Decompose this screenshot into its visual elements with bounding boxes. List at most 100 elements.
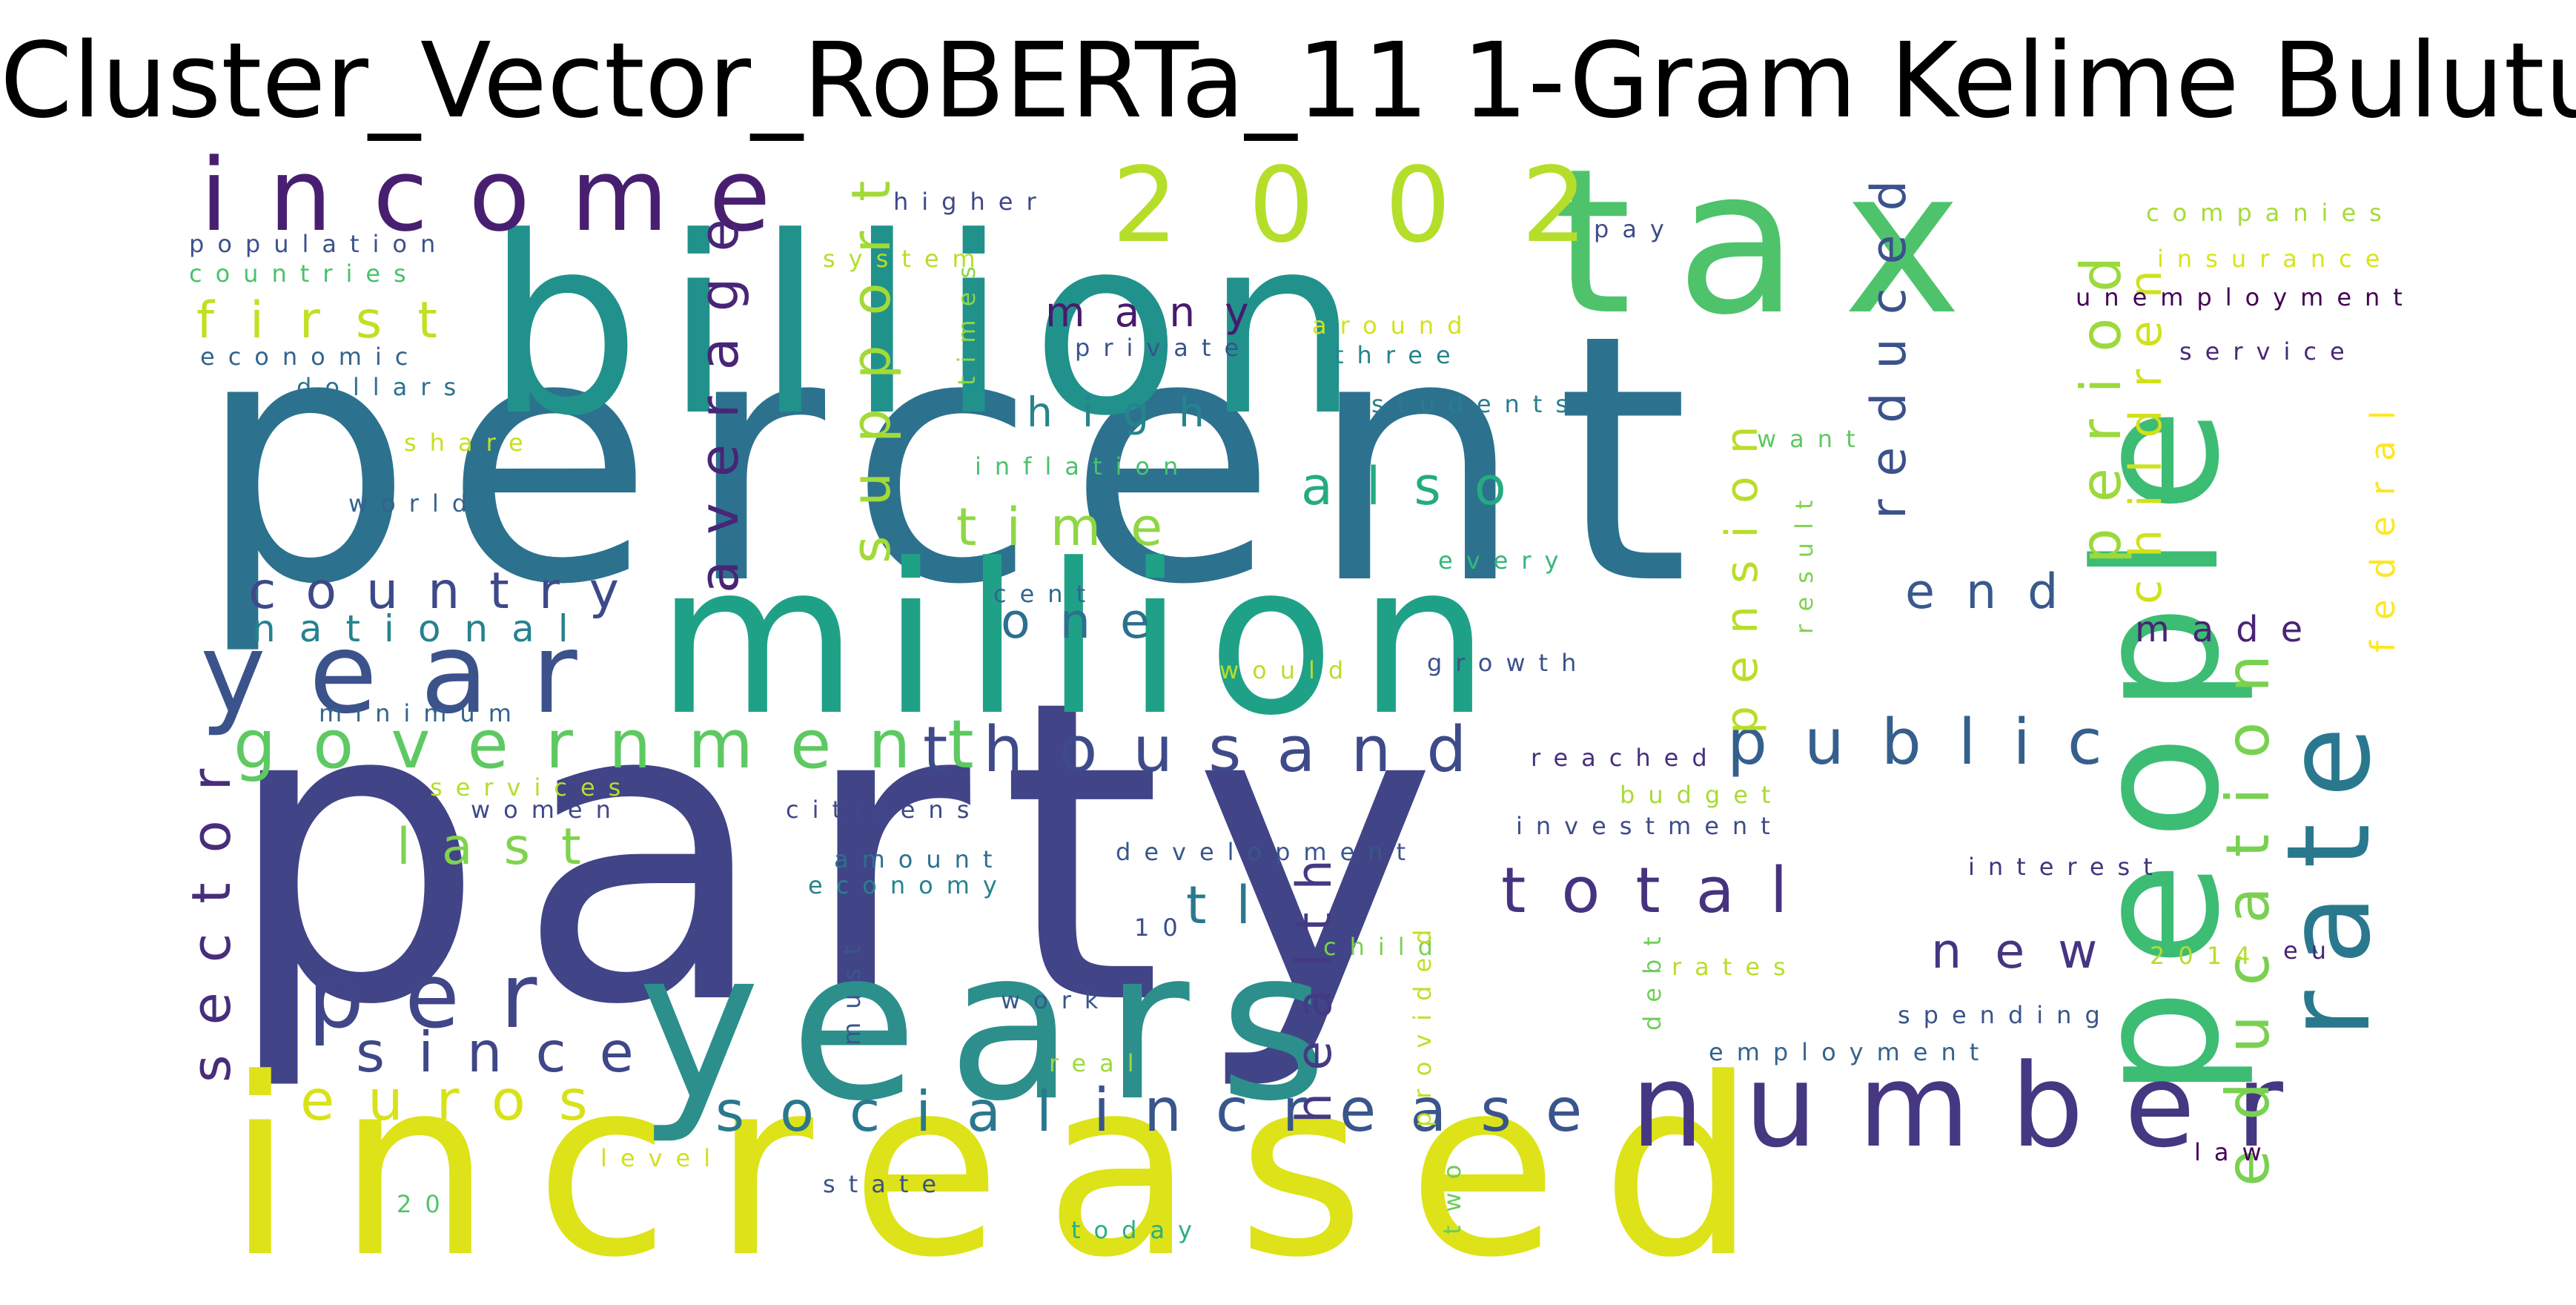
word-tax: tax <box>1553 125 2006 359</box>
word-population: population <box>189 230 448 258</box>
word-higher: higher <box>893 188 1050 216</box>
word-also: also <box>1301 456 1540 517</box>
word-rate: rate <box>2262 701 2396 1038</box>
word-thousand: thousand <box>923 713 1502 787</box>
word-growth: growth <box>1427 649 1589 677</box>
word-first: first <box>196 291 473 350</box>
word-law: law <box>2194 1138 2275 1166</box>
word-today: today <box>1071 1216 1205 1244</box>
word-pay: pay <box>1594 215 1678 243</box>
word-support: support <box>840 151 902 564</box>
word-end: end <box>1905 564 2089 620</box>
word-number: number <box>1631 1039 2324 1173</box>
word-debt: debt <box>1638 923 1666 1031</box>
word-state: state <box>823 1170 950 1198</box>
word-result: result <box>1790 486 1818 634</box>
word-rates: rates <box>1672 953 1799 981</box>
word-investment: investment <box>1516 812 1784 840</box>
word-government: government <box>234 706 1011 784</box>
word-health: health <box>1287 837 1342 1123</box>
word-budget: budget <box>1620 781 1784 809</box>
word-economy: economy <box>808 871 1010 899</box>
word-people: people <box>2059 386 2257 1097</box>
word-new: new <box>1931 924 2130 979</box>
word-provided: provided <box>1408 916 1437 1127</box>
word-private: private <box>1075 334 1252 362</box>
word-year: year <box>200 609 620 739</box>
word-one: one <box>1001 594 1179 650</box>
word-education: education <box>2214 625 2282 1186</box>
word-euros: euros <box>300 1068 621 1133</box>
word-sector: sector <box>180 739 242 1083</box>
word-period: period <box>2068 231 2133 564</box>
word-children: children <box>2120 248 2172 604</box>
word-party: party <box>222 612 1468 1096</box>
word-amount: amount <box>834 845 1005 873</box>
word-2014: 2014 <box>2150 942 2263 970</box>
word-times: times <box>953 253 981 386</box>
word-20: 20 <box>397 1190 454 1218</box>
word-total: total <box>1501 854 1823 928</box>
word-since: since <box>356 1020 667 1085</box>
word-services: services <box>430 773 634 802</box>
word-service: service <box>2179 337 2358 366</box>
word-percent: percent <box>196 262 1721 659</box>
word-every: every <box>1438 546 1572 575</box>
word-countries: countries <box>189 260 420 288</box>
word-child: child <box>1323 933 1446 961</box>
word-social: social <box>715 1079 1087 1144</box>
word-pension: pension <box>1716 403 1768 734</box>
word-economic: economic <box>200 343 421 371</box>
word-increased: increased <box>226 1026 1799 1305</box>
word-reached: reached <box>1531 744 1721 772</box>
word-years: years <box>638 905 1357 1147</box>
word-want: want <box>1757 425 1869 453</box>
word-last: last <box>397 818 612 876</box>
word-many: many <box>1045 288 1279 336</box>
word-tl: tl <box>1186 875 1280 936</box>
word-level: level <box>600 1144 724 1172</box>
word-dollars: dollars <box>297 373 469 401</box>
word-reduced: reduced <box>1861 156 1917 519</box>
word-unemployment: unemployment <box>2076 283 2416 311</box>
word-increase: increase <box>1093 1076 1616 1145</box>
word-cent: cent <box>993 580 1099 608</box>
word-federal: federal <box>2363 390 2403 652</box>
word-real: real <box>1049 1049 1148 1077</box>
word-inflation: inflation <box>975 452 1191 480</box>
word-employment: employment <box>1709 1038 1992 1066</box>
word-work: work <box>1001 986 1111 1014</box>
word-around: around <box>1312 311 1476 340</box>
word-made: made <box>2135 609 2325 650</box>
word-students: students <box>1371 390 1581 418</box>
word-per: per <box>308 945 577 1048</box>
word-billion: billion <box>486 185 1383 469</box>
word-would: would <box>1219 656 1357 684</box>
word-companies: companies <box>2146 199 2395 227</box>
word-women: women <box>471 796 624 824</box>
word-10: 10 <box>1134 914 1191 942</box>
word-share: share <box>404 429 537 457</box>
word-must: must <box>838 932 866 1045</box>
word-minimum: minimum <box>319 699 525 727</box>
word-citizens: citizens <box>786 796 982 824</box>
word-income: income <box>200 137 811 254</box>
word-public: public <box>1727 706 2139 779</box>
word-world: world <box>348 489 480 518</box>
word-time: time <box>956 497 1192 558</box>
word-2002: 2002 <box>1112 145 1658 266</box>
word-national: national <box>252 607 592 650</box>
word-eu: eu <box>2283 936 2340 965</box>
word-three: three <box>1334 341 1464 369</box>
word-high: high <box>1027 389 1234 436</box>
word-development: development <box>1116 838 1419 866</box>
word-system: system <box>823 245 989 273</box>
chart-title: Cluster_Vector_RoBERTa_11 1-Gram Kelime … <box>0 21 2576 142</box>
word-two: two <box>1438 1152 1466 1235</box>
word-interest: interest <box>1968 853 2166 881</box>
word-country: country <box>248 562 649 621</box>
word-average: average <box>688 193 750 593</box>
word-spending: spending <box>1898 1001 2113 1029</box>
word-insurance: insurance <box>2157 245 2393 273</box>
